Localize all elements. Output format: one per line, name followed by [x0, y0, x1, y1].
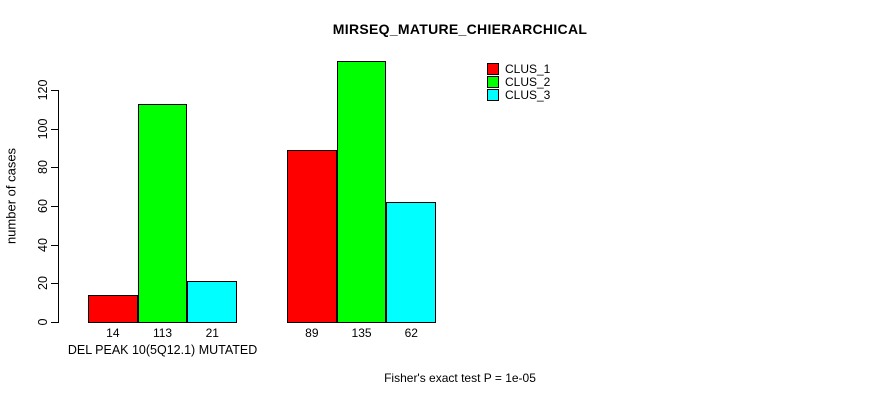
legend-label: CLUS_2 — [505, 75, 551, 90]
y-axis-tick — [51, 90, 58, 91]
chart-title: MIRSEQ_MATURE_CHIERARCHICAL — [332, 21, 588, 37]
bar-value-label: 14 — [106, 326, 120, 340]
legend-item-clus_1: CLUS_1 — [487, 61, 551, 76]
legend-label: CLUS_3 — [505, 88, 551, 103]
bar-clus_2-group1 — [137, 103, 188, 323]
y-axis-line — [58, 90, 59, 323]
y-axis-tick — [51, 283, 58, 285]
y-axis-tick — [51, 322, 58, 323]
bar-value-label: 21 — [205, 326, 219, 340]
y-axis-tick-label: 100 — [36, 118, 50, 140]
y-axis-tick-label: 80 — [36, 160, 50, 175]
bar-clus_2-group2 — [336, 61, 387, 323]
y-axis-tick-label: 40 — [36, 237, 50, 252]
bar-value-label: 113 — [152, 326, 173, 340]
bar-clus_1-group2 — [287, 149, 337, 323]
legend: CLUS_1 CLUS_2 CLUS_3 — [487, 62, 550, 102]
legend-item-clus_2: CLUS_2 — [487, 75, 551, 90]
y-axis-tick-label: 20 — [36, 276, 50, 291]
legend-swatch — [487, 89, 499, 102]
legend-label: CLUS_1 — [505, 61, 551, 76]
bar-clus_3-group1 — [187, 281, 238, 323]
bar-clus_3-group2 — [386, 202, 437, 323]
x-group-label: DEL PEAK 10(5Q12.1) MUTATED — [67, 343, 258, 357]
legend-swatch — [487, 76, 499, 89]
y-axis-tick — [51, 206, 58, 207]
bar-value-label: 135 — [351, 326, 372, 340]
y-axis-tick-label: 120 — [36, 79, 50, 101]
y-axis-tick-label: 60 — [36, 199, 50, 213]
legend-swatch — [487, 62, 499, 75]
y-axis-tick — [51, 167, 58, 169]
bar-value-label: 62 — [404, 326, 418, 340]
statistical-test-note: Fisher's exact test P = 1e-05 — [384, 371, 536, 385]
y-axis-tick — [51, 128, 58, 130]
bar-clus_1-group1 — [88, 294, 138, 323]
y-axis-tick — [51, 244, 58, 246]
bar-value-label: 89 — [305, 326, 319, 340]
legend-item-clus_3: CLUS_3 — [487, 88, 551, 103]
y-axis-tick-label: 0 — [36, 318, 50, 326]
